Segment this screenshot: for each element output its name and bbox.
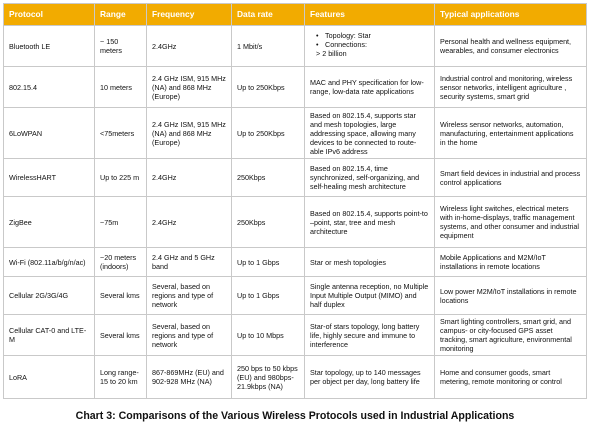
table-row: 802.15.4 10 meters 2.4 GHz ISM, 915 MHz … [3, 66, 587, 108]
features-bullet: Connections: [316, 40, 429, 49]
features-bullet: Topology: Star [316, 31, 429, 40]
cell-features: Based on 802.15.4, supports star and mes… [304, 107, 435, 159]
table-row: LoRA Long range-15 to 20 km 867-869MHz (… [3, 355, 587, 399]
cell-frequency: 867-869MHz (EU) and 902-928 MHz (NA) [146, 355, 232, 399]
cell-frequency: 2.4GHz [146, 196, 232, 248]
cell-range: Long range-15 to 20 km [94, 355, 147, 399]
cell-applications: Smart field devices in industrial and pr… [434, 158, 587, 197]
table-row: Bluetooth LE ~ 150 meters 2.4GHz 1 Mbit/… [3, 25, 587, 67]
cell-frequency: Several, based on regions and type of ne… [146, 276, 232, 315]
cell-applications: Smart lighting controllers, smart grid, … [434, 314, 587, 356]
cell-range: ~20 meters (indoors) [94, 247, 147, 277]
features-list: Topology: Star Connections: [310, 31, 429, 49]
cell-frequency: 2.4 GHz ISM, 915 MHz (NA) and 868 MHz (E… [146, 66, 232, 108]
table-row: Cellular 2G/3G/4G Several kms Several, b… [3, 276, 587, 315]
chart-caption: Chart 3: Comparisons of the Various Wire… [75, 410, 515, 422]
header-features: Features [304, 3, 435, 26]
cell-features: Single antenna reception, no Multiple In… [304, 276, 435, 315]
cell-data-rate: Up to 1 Gbps [231, 276, 305, 315]
cell-applications: Low power M2M/IoT installations in remot… [434, 276, 587, 315]
cell-features: Star or mesh topologies [304, 247, 435, 277]
cell-protocol: ZigBee [3, 196, 95, 248]
cell-applications: Wireless light switches, electrical mete… [434, 196, 587, 248]
cell-frequency: 2.4GHz [146, 25, 232, 67]
cell-protocol: Bluetooth LE [3, 25, 95, 67]
cell-range: Several kms [94, 276, 147, 315]
header-applications: Typical applications [434, 3, 587, 26]
cell-protocol: Cellular CAT-0 and LTE-M [3, 314, 95, 356]
cell-range: Several kms [94, 314, 147, 356]
cell-features: Based on 802.15.4, supports point-to –po… [304, 196, 435, 248]
table-row: Wi-Fi (802.11a/b/g/n/ac) ~20 meters (ind… [3, 247, 587, 277]
cell-protocol: 802.15.4 [3, 66, 95, 108]
cell-data-rate: 250Kbps [231, 158, 305, 197]
header-range: Range [94, 3, 147, 26]
table-row: 6LoWPAN <75meters 2.4 GHz ISM, 915 MHz (… [3, 107, 587, 159]
cell-data-rate: Up to 10 Mbps [231, 314, 305, 356]
cell-frequency: 2.4 GHz ISM, 915 MHz (NA) and 868 MHz (E… [146, 107, 232, 159]
cell-data-rate: Up to 250Kbps [231, 107, 305, 159]
cell-protocol: Cellular 2G/3G/4G [3, 276, 95, 315]
cell-applications: Wireless sensor networks, automation, ma… [434, 107, 587, 159]
cell-protocol: Wi-Fi (802.11a/b/g/n/ac) [3, 247, 95, 277]
header-protocol: Protocol [3, 3, 95, 26]
table-row: Cellular CAT-0 and LTE-M Several kms Sev… [3, 314, 587, 356]
cell-features: MAC and PHY specification for low-range,… [304, 66, 435, 108]
cell-features: Star-of stars topology, long battery lif… [304, 314, 435, 356]
cell-data-rate: Up to 250Kbps [231, 66, 305, 108]
header-frequency: Frequency [146, 3, 232, 26]
table-row: WirelessHART Up to 225 m 2.4GHz 250Kbps … [3, 158, 587, 197]
cell-frequency: 2.4GHz [146, 158, 232, 197]
cell-data-rate: 250Kbps [231, 196, 305, 248]
cell-features: Topology: Star Connections: > 2 billion [304, 25, 435, 67]
cell-protocol: LoRA [3, 355, 95, 399]
cell-range: Up to 225 m [94, 158, 147, 197]
cell-data-rate: 250 bps to 50 kbps (EU) and 980bps-21.9k… [231, 355, 305, 399]
cell-protocol: 6LoWPAN [3, 107, 95, 159]
cell-range: 10 meters [94, 66, 147, 108]
cell-data-rate: 1 Mbit/s [231, 25, 305, 67]
cell-frequency: 2.4 GHz and 5 GHz band [146, 247, 232, 277]
cell-data-rate: Up to 1 Gbps [231, 247, 305, 277]
cell-applications: Industrial control and monitoring, wirel… [434, 66, 587, 108]
table-header-row: Protocol Range Frequency Data rate Featu… [3, 3, 587, 26]
cell-protocol: WirelessHART [3, 158, 95, 197]
cell-applications: Personal health and wellness equipment, … [434, 25, 587, 67]
cell-frequency: Several, based on regions and type of ne… [146, 314, 232, 356]
cell-features: Based on 802.15.4, time synchronized, se… [304, 158, 435, 197]
wireless-protocols-table: Protocol Range Frequency Data rate Featu… [3, 3, 587, 399]
header-data-rate: Data rate [231, 3, 305, 26]
cell-range: <75meters [94, 107, 147, 159]
table-row: ZigBee ~75m 2.4GHz 250Kbps Based on 802.… [3, 196, 587, 248]
cell-applications: Mobile Applications and M2M/IoT installa… [434, 247, 587, 277]
cell-range: ~ 150 meters [94, 25, 147, 67]
cell-applications: Home and consumer goods, smart metering,… [434, 355, 587, 399]
cell-features: Star topology, up to 140 messages per ob… [304, 355, 435, 399]
features-sub-item: > 2 billion [316, 49, 347, 58]
cell-range: ~75m [94, 196, 147, 248]
